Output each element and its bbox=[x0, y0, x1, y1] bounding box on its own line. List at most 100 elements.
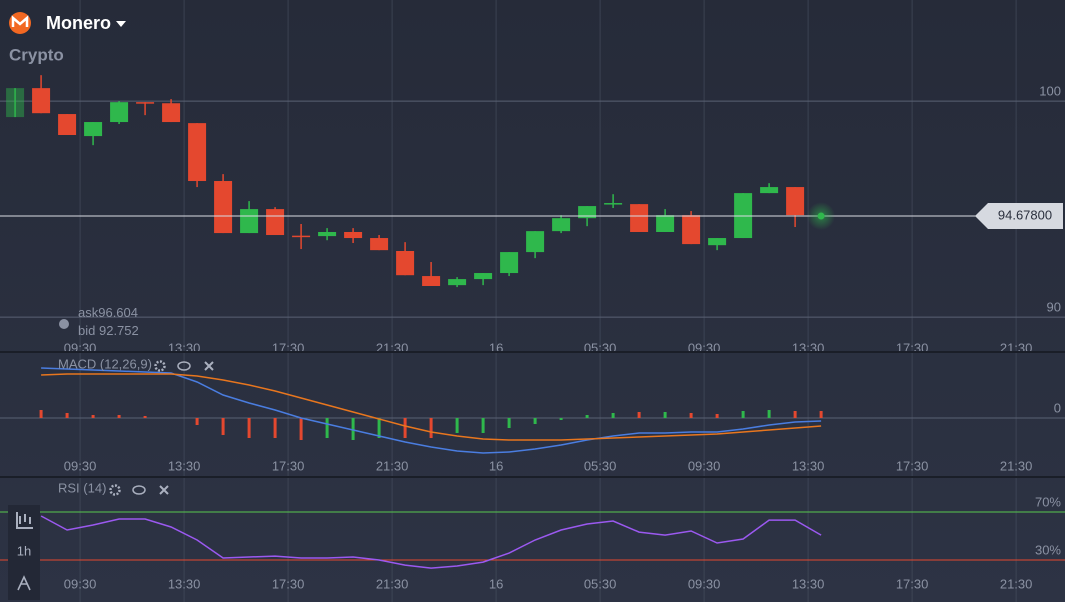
header[interactable]: Monero bbox=[9, 12, 126, 34]
candle-body bbox=[422, 276, 441, 286]
histogram-bar bbox=[559, 418, 563, 420]
remove-icon[interactable] bbox=[204, 361, 214, 371]
candle-body bbox=[708, 238, 727, 246]
candle-body bbox=[110, 102, 129, 123]
quote: ask96.604 bid 92.752 bbox=[59, 305, 139, 338]
candle-body bbox=[344, 231, 363, 239]
histogram-bar bbox=[481, 418, 485, 433]
candle-body bbox=[214, 181, 233, 234]
x-tick-label: 09:30 bbox=[688, 340, 721, 355]
current-price-label: 94.67800 bbox=[998, 207, 1052, 222]
histogram-bar bbox=[715, 414, 719, 418]
candle-body bbox=[58, 114, 77, 136]
histogram-bar bbox=[429, 418, 433, 438]
candle-body bbox=[656, 215, 675, 232]
x-tick-label: 21:30 bbox=[376, 458, 409, 473]
candle-body bbox=[370, 238, 389, 251]
candle-body bbox=[84, 122, 103, 137]
x-tick-label: 17:30 bbox=[896, 576, 929, 591]
candle-body bbox=[266, 209, 285, 236]
x-tick-label: 13:30 bbox=[168, 576, 201, 591]
bid-label: bid bbox=[78, 323, 95, 338]
candle-body bbox=[240, 209, 259, 234]
candle-body bbox=[760, 187, 779, 194]
indicator-line bbox=[40, 515, 822, 569]
y-tick-label: 100 bbox=[1039, 84, 1061, 99]
candle-body bbox=[630, 204, 649, 232]
candle-body bbox=[474, 273, 493, 280]
timeframe-button[interactable]: 1h bbox=[17, 543, 31, 558]
histogram-bar bbox=[663, 412, 667, 418]
visibility-icon[interactable] bbox=[177, 361, 191, 371]
visibility-icon[interactable] bbox=[132, 485, 146, 495]
candle-body bbox=[552, 218, 571, 232]
x-tick-label: 09:30 bbox=[688, 576, 721, 591]
x-tick-label: 05:30 bbox=[584, 576, 617, 591]
settings-icon[interactable] bbox=[109, 484, 121, 496]
logo-mark bbox=[11, 15, 29, 27]
indicator-line bbox=[41, 373, 822, 441]
candle-body bbox=[162, 103, 181, 123]
histogram-bar bbox=[325, 418, 329, 438]
histogram-bar bbox=[143, 416, 147, 418]
candle-body bbox=[292, 235, 311, 238]
histogram-bar bbox=[533, 418, 537, 424]
x-tick-label: 21:30 bbox=[376, 576, 409, 591]
histogram-bar bbox=[507, 418, 511, 428]
macd-header: MACD (12,26,9) bbox=[58, 356, 214, 372]
histogram-bar bbox=[65, 413, 69, 418]
rsi-title: RSI (14) bbox=[58, 480, 106, 495]
histogram-bar bbox=[819, 411, 823, 418]
y-tick-label: 0 bbox=[1054, 400, 1061, 415]
x-tick-label: 17:30 bbox=[272, 340, 305, 355]
histogram-bar bbox=[377, 418, 381, 438]
x-tick-label: 21:30 bbox=[1000, 340, 1033, 355]
x-tick-label: 13:30 bbox=[792, 340, 825, 355]
histogram-bar bbox=[741, 411, 745, 418]
histogram-bar bbox=[585, 415, 589, 418]
candle-body bbox=[578, 206, 597, 219]
ask-label: ask bbox=[78, 305, 99, 320]
histogram-bar bbox=[91, 415, 95, 418]
quote-icon bbox=[59, 319, 69, 329]
chart-type-button[interactable] bbox=[16, 512, 33, 529]
x-tick-label: 21:30 bbox=[1000, 576, 1033, 591]
histogram-bar bbox=[637, 412, 641, 418]
current-price-tag bbox=[975, 203, 1063, 230]
histogram-bar bbox=[117, 415, 121, 418]
x-tick-label: 09:30 bbox=[64, 576, 97, 591]
x-tick-label: 16 bbox=[489, 340, 503, 355]
indicators-button[interactable] bbox=[17, 575, 31, 591]
asset-dropdown[interactable] bbox=[116, 21, 126, 27]
histogram-bar bbox=[39, 410, 43, 418]
bid-value: 92.752 bbox=[99, 323, 139, 338]
x-tick-label: 09:30 bbox=[64, 458, 97, 473]
histogram-bar bbox=[221, 418, 225, 435]
y-tick-label: 90 bbox=[1047, 300, 1061, 315]
candle-body bbox=[136, 102, 155, 104]
x-tick-label: 05:30 bbox=[584, 340, 617, 355]
current-price-dot bbox=[817, 212, 825, 220]
indicator-line bbox=[41, 367, 822, 454]
candle-body bbox=[396, 251, 415, 276]
candle-body bbox=[526, 231, 545, 253]
x-tick-label: 17:30 bbox=[272, 576, 305, 591]
histogram-bar bbox=[793, 411, 797, 418]
histogram-bar bbox=[351, 418, 355, 440]
asset-name[interactable]: Monero bbox=[46, 13, 111, 33]
remove-icon[interactable] bbox=[159, 485, 169, 495]
bid: bid 92.752 bbox=[78, 323, 139, 338]
x-tick-label: 09:30 bbox=[64, 340, 97, 355]
x-tick-label: 16 bbox=[489, 458, 503, 473]
settings-icon[interactable] bbox=[154, 360, 166, 372]
ask: ask96.604 bbox=[78, 305, 138, 320]
ask-value: 96.604 bbox=[98, 305, 138, 320]
histogram-bar bbox=[403, 418, 407, 438]
x-tick-label: 09:30 bbox=[688, 458, 721, 473]
x-tick-label: 13:30 bbox=[168, 340, 201, 355]
candle-body bbox=[32, 88, 51, 114]
x-tick-label: 13:30 bbox=[792, 458, 825, 473]
